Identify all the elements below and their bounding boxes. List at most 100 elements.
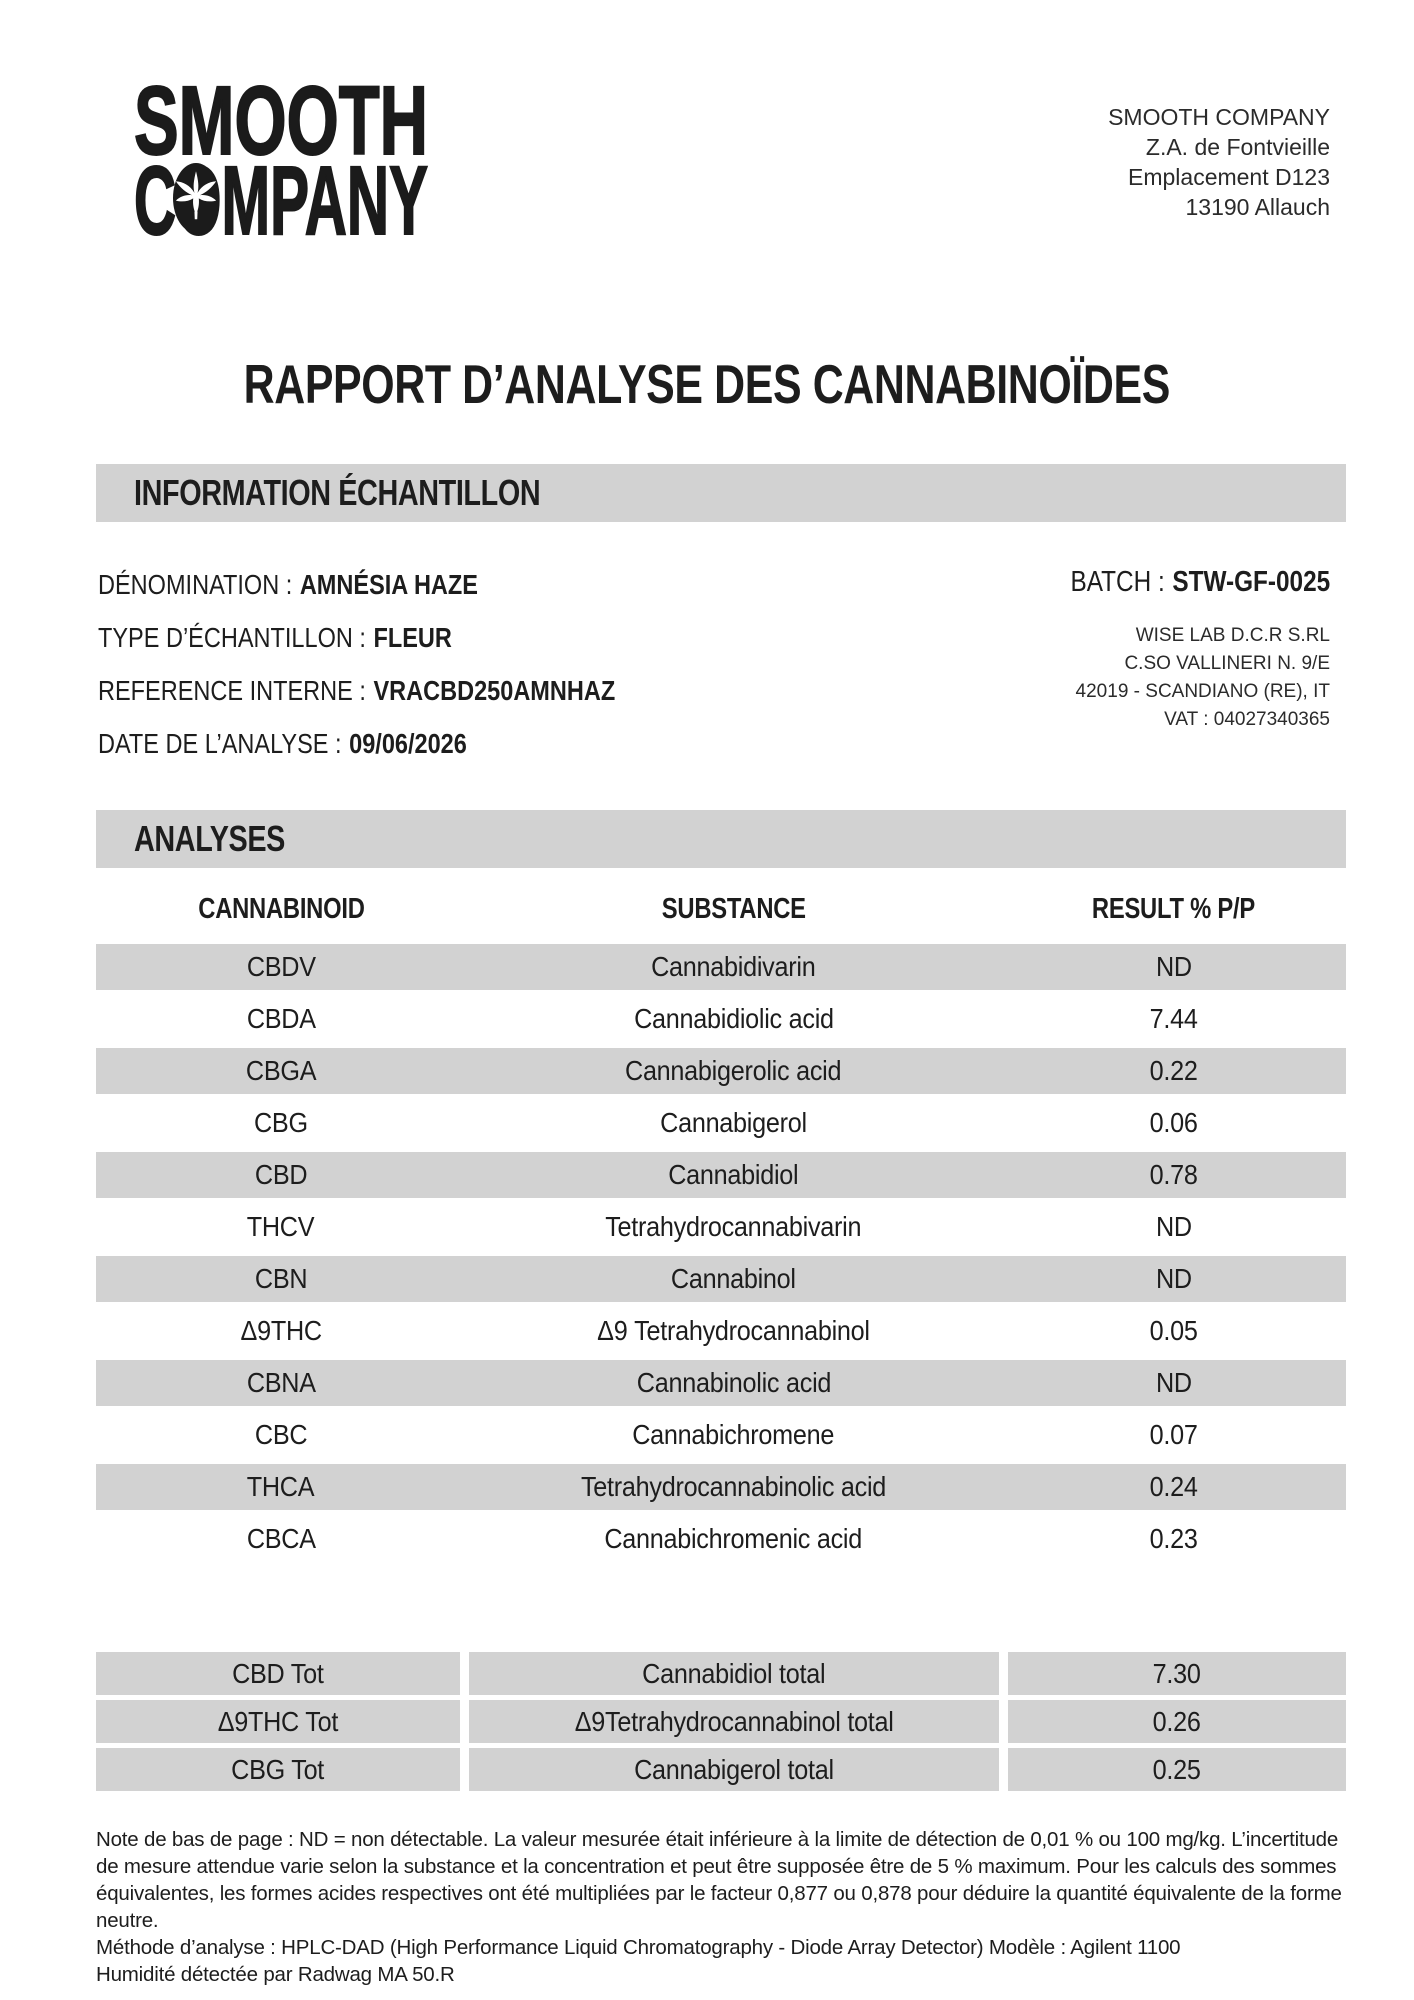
field-denomination: DÉNOMINATION : AMNÉSIA HAZE [98, 558, 714, 611]
total-substance-cell: Cannabidiol total [469, 1652, 999, 1695]
field-internal-reference: REFERENCE INTERNE : VRACBD250AMNHAZ [98, 664, 714, 717]
result-cell: 0.23 [1149, 1523, 1198, 1554]
table-row: CBG Cannabigerol 0.06 [96, 1100, 1346, 1146]
cannabinoid-cell: CBCA [246, 1523, 316, 1554]
table-row: CBCA Cannabichromenic acid 0.23 [96, 1516, 1346, 1562]
field-value: AMNÉSIA HAZE [299, 568, 478, 600]
field-label: TYPE D’ÉCHANTILLON : [98, 621, 366, 653]
result-cell: 0.05 [1149, 1315, 1198, 1346]
results-table-body: CBDV Cannabidivarin ND CBDA Cannabidioli… [96, 938, 1346, 1568]
lab-address-line: VAT : 04027340365 [1164, 709, 1330, 730]
cannabinoid-cell: CBD [254, 1159, 308, 1190]
batch-label: BATCH : [1070, 566, 1165, 598]
substance-cell: Cannabigerolic acid [625, 1055, 842, 1086]
column-header-result: RESULT % P/P [1091, 893, 1256, 925]
field-value: 09/06/2026 [349, 727, 467, 759]
substance-cell: Tetrahydrocannabinolic acid [580, 1471, 887, 1502]
address-line: SMOOTH COMPANY [1108, 104, 1330, 130]
substance-cell: Tetrahydrocannabivarin [605, 1211, 862, 1242]
cannabinoid-cell: CBN [254, 1263, 308, 1294]
totals-table: CBD Tot Cannabidiol total 7.30 Δ9THC Tot… [96, 1652, 1346, 1791]
field-value: VRACBD250AMNHAZ [373, 674, 616, 706]
section-banner-analyses: ANALYSES [96, 810, 1346, 868]
section-title: ANALYSES [134, 818, 285, 859]
table-row: Δ9THC Δ9 Tetrahydrocannabinol 0.05 [96, 1308, 1346, 1354]
total-result-cell: 0.25 [1008, 1748, 1346, 1791]
cannabis-leaf-icon [175, 171, 217, 220]
cannabinoid-cell: CBNA [246, 1367, 316, 1398]
cannabinoid-cell: Δ9THC [240, 1315, 322, 1346]
cannabinoid-cell: CBDV [246, 951, 316, 982]
table-row: THCV Tetrahydrocannabivarin ND [96, 1204, 1346, 1250]
table-row: CBD Cannabidiol 0.78 [96, 1152, 1346, 1198]
cannabinoid-cell: THCA [247, 1471, 315, 1502]
field-analysis-date: DATE DE L’ANALYSE :09/06/2026 [98, 717, 714, 770]
table-row: CBGA Cannabigerolic acid 0.22 [96, 1048, 1346, 1094]
report-title: RAPPORT D’ANALYSE DES CANNABINOÏDES [243, 353, 1171, 415]
field-value: FLEUR [373, 621, 452, 653]
cannabinoid-cell: CBG [254, 1107, 308, 1138]
substance-cell: Cannabidivarin [651, 951, 816, 982]
result-cell: ND [1155, 951, 1192, 982]
batch-value: STW-GF-0025 [1172, 566, 1330, 598]
field-label: REFERENCE INTERNE : [98, 674, 366, 706]
total-result-cell: 7.30 [1008, 1652, 1346, 1695]
substance-cell: Δ9 Tetrahydrocannabinol [597, 1315, 870, 1346]
address-line: Z.A. de Fontvieille [1145, 134, 1330, 160]
footnote-humidity: Humidité détectée par Radwag MA 50.R [96, 1963, 455, 1986]
batch-line: BATCH : STW-GF-0025 [1021, 566, 1330, 599]
total-result-cell: 0.26 [1008, 1700, 1346, 1743]
smooth-company-logo: SMOOTH COMPANY [132, 65, 430, 256]
logo-word-smooth: SMOOTH [134, 82, 428, 175]
table-row: CBNA Cannabinolic acid ND [96, 1360, 1346, 1406]
substance-cell: Cannabigerol [660, 1107, 807, 1138]
result-cell: 0.78 [1149, 1159, 1198, 1190]
footnote-block: Note de bas de page : ND = non détectabl… [96, 1826, 1350, 1988]
column-header-cannabinoid: CANNABINOID [197, 893, 365, 925]
table-row: THCA Tetrahydrocannabinolic acid 0.24 [96, 1464, 1346, 1510]
lab-address-line: 42019 - SCANDIANO (RE), IT [1075, 681, 1330, 702]
total-substance-cell: Δ9Tetrahydrocannabinol total [469, 1700, 999, 1743]
field-sample-type: TYPE D’ÉCHANTILLON : FLEUR [98, 611, 714, 664]
lab-address-line: WISE LAB D.C.R S.RL [1135, 625, 1330, 646]
substance-cell: Cannabinolic acid [636, 1367, 831, 1398]
cannabinoid-cell: THCV [247, 1211, 315, 1242]
cannabinoid-cell: CBGA [245, 1055, 317, 1086]
table-row: CBDV Cannabidivarin ND [96, 944, 1346, 990]
footnote-note: Note de bas de page : ND = non détectabl… [96, 1828, 1342, 1932]
results-table-header: CANNABINOID SUBSTANCE RESULT % P/P [96, 893, 1346, 926]
table-row: CBDA Cannabidiolic acid 7.44 [96, 996, 1346, 1042]
result-cell: ND [1155, 1263, 1192, 1294]
substance-cell: Cannabichromenic acid [604, 1523, 863, 1554]
total-cannabinoid-cell: CBG Tot [96, 1748, 460, 1791]
address-line: Emplacement D123 [1128, 164, 1330, 190]
field-label: DATE DE L’ANALYSE : [98, 727, 342, 759]
logo-graphic: SMOOTH COMPANY [133, 65, 429, 256]
section-banner-sample-info: INFORMATION ÉCHANTILLON [96, 464, 1346, 522]
result-cell: 0.22 [1149, 1055, 1198, 1086]
section-title: INFORMATION ÉCHANTILLON [134, 472, 541, 513]
total-cannabinoid-cell: Δ9THC Tot [96, 1700, 460, 1743]
table-row: CBC Cannabichromene 0.07 [96, 1412, 1346, 1458]
substance-cell: Cannabichromene [632, 1419, 835, 1450]
lab-address-line: C.SO VALLINERI N. 9/E [1124, 653, 1330, 674]
total-cannabinoid-cell: CBD Tot [96, 1652, 460, 1695]
result-cell: 0.06 [1149, 1107, 1198, 1138]
lab-address-block: WISE LAB D.C.R S.RL C.SO VALLINERI N. 9/… [1076, 622, 1330, 734]
table-row: CBN Cannabinol ND [96, 1256, 1346, 1302]
company-address-block: SMOOTH COMPANY Z.A. de Fontvieille Empla… [1108, 102, 1330, 222]
total-substance-cell: Cannabigerol total [469, 1748, 999, 1791]
result-cell: 7.44 [1149, 1003, 1198, 1034]
cannabinoid-cell: CBDA [246, 1003, 316, 1034]
result-cell: 0.24 [1149, 1471, 1198, 1502]
substance-cell: Cannabidiolic acid [633, 1003, 834, 1034]
result-cell: 0.07 [1149, 1419, 1198, 1450]
result-cell: ND [1155, 1211, 1192, 1242]
footnote-method: Méthode d’analyse : HPLC-DAD (High Perfo… [96, 1936, 1181, 1959]
substance-cell: Cannabinol [671, 1263, 796, 1294]
field-label: DÉNOMINATION : [98, 568, 293, 600]
column-header-substance: SUBSTANCE [661, 893, 806, 925]
result-cell: ND [1155, 1367, 1192, 1398]
cannabinoid-cell: CBC [254, 1419, 308, 1450]
